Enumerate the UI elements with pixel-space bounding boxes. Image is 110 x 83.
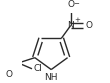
- Text: −: −: [73, 1, 79, 7]
- Text: Cl: Cl: [34, 64, 43, 73]
- Text: N: N: [67, 21, 74, 30]
- Text: O: O: [5, 70, 12, 79]
- Text: +: +: [74, 17, 80, 23]
- Text: O: O: [67, 0, 74, 9]
- Text: O: O: [85, 21, 93, 30]
- Text: NH: NH: [44, 73, 58, 82]
